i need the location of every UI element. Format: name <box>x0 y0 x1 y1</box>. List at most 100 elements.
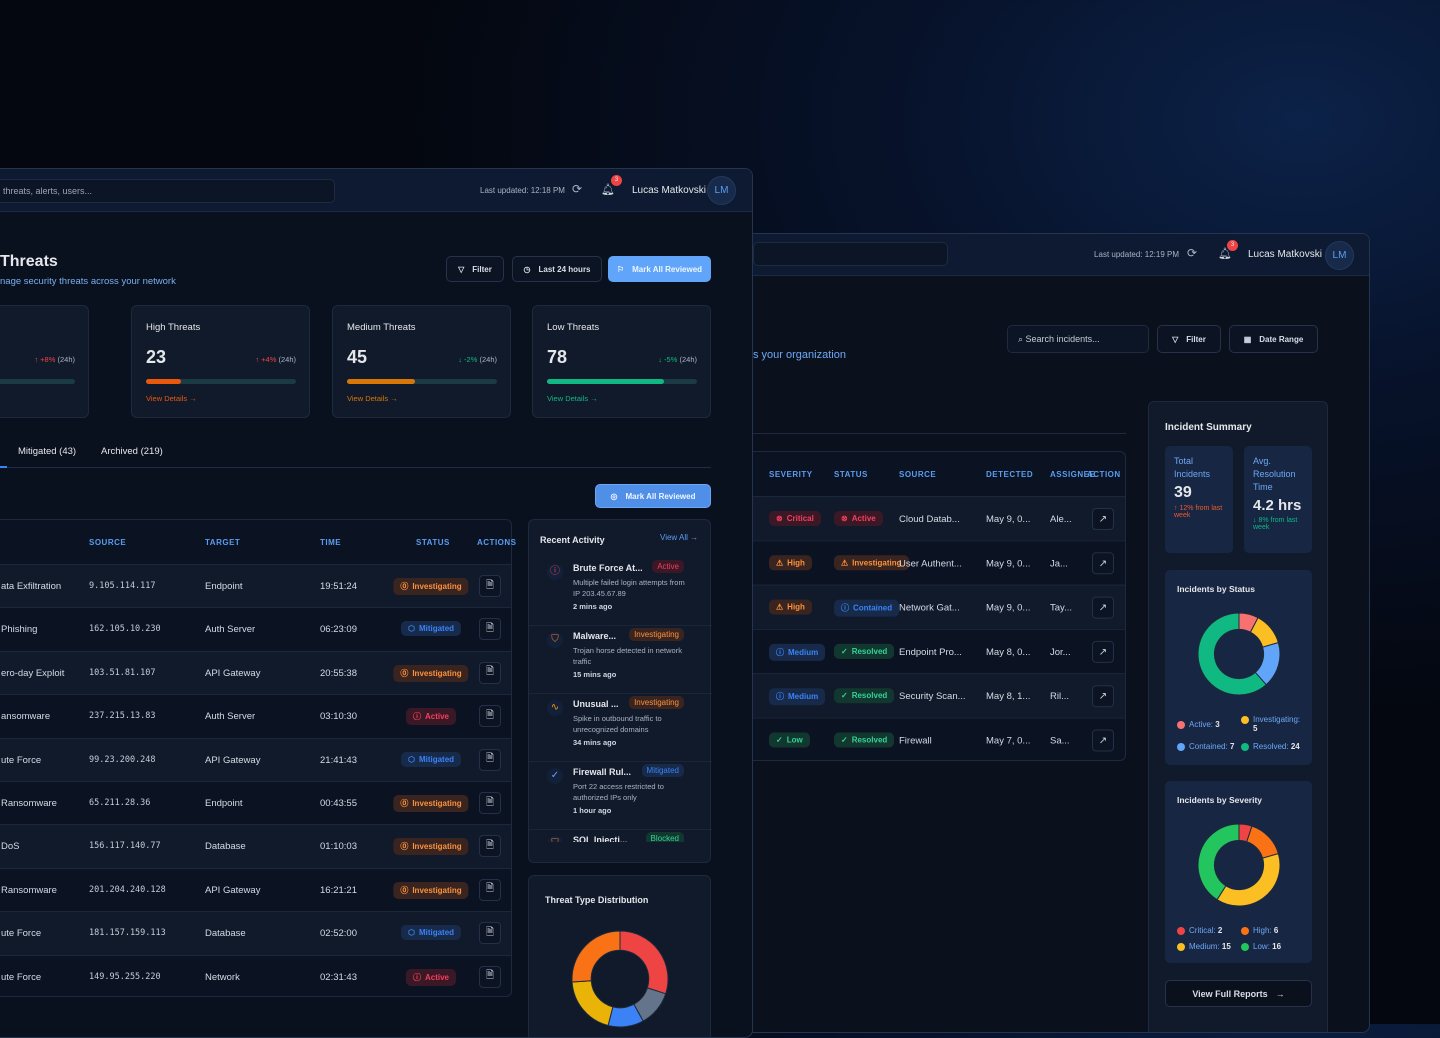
threat-stat-card[interactable]: ts ↑ +8% (24h) <box>0 305 89 418</box>
filter-button[interactable]: ▽ Filter <box>1157 325 1221 353</box>
view-report-button[interactable]: 🗎︎ <box>479 835 501 858</box>
card-progress-bar <box>146 379 296 384</box>
donut-segment-high[interactable] <box>1246 825 1280 859</box>
table-row[interactable]: ⓘ Medium ✓ Resolved Endpoint Pro... May 8,… <box>742 628 1125 673</box>
time: 20:55:38 <box>320 667 357 679</box>
col-action[interactable]: ACTION <box>1087 470 1121 479</box>
severity-badge: ⚠ High <box>769 555 812 571</box>
status-icon: ✓ <box>841 691 848 701</box>
view-full-reports-button[interactable]: View Full Reports → <box>1165 980 1312 1007</box>
user-name[interactable]: Lucas Matkovski <box>1248 249 1322 260</box>
open-incident-button[interactable]: ↗ <box>1092 729 1114 752</box>
table-row[interactable]: ⚠ High ⓘ Contained Network Gat... May 9, 0… <box>742 584 1125 629</box>
table-row[interactable]: ⓘ Medium ✓ Resolved Security Scan... May 8… <box>742 673 1125 718</box>
open-incident-button[interactable]: ↗ <box>1092 596 1114 619</box>
bell-icon[interactable]: 🔔︎ <box>1218 248 1232 260</box>
legend-active: Active: 3 <box>1177 720 1220 729</box>
table-row[interactable]: ata Exfiltration 9.105.114.117 Endpoint … <box>0 564 511 608</box>
table-row[interactable]: ero-day Exploit 103.51.81.107 API Gatewa… <box>0 650 511 695</box>
view-report-button[interactable]: 🗎︎ <box>479 922 501 945</box>
refresh-icon[interactable]: ⟳ <box>572 182 583 196</box>
view-details-link[interactable]: View Details → <box>347 394 398 403</box>
mark-all-reviewed-button-2[interactable]: ◎ Mark All Reviewed <box>595 484 711 508</box>
col-time[interactable]: TIME <box>320 538 342 547</box>
col-severity[interactable]: SEVERITY <box>769 470 813 479</box>
threats-table: SOURCE TARGET TIME STATUS ACTIONS ata Ex… <box>0 519 516 998</box>
view-details-link[interactable]: View Details → <box>547 394 598 403</box>
search-incidents-input[interactable]: ⌕ Search incidents... <box>1007 325 1149 353</box>
date-range-button[interactable]: ▦ Date Range <box>1229 325 1318 353</box>
avatar[interactable]: LM <box>707 176 736 205</box>
col-actions[interactable]: ACTIONS <box>477 538 517 547</box>
open-incident-button[interactable]: ↗ <box>1092 640 1114 663</box>
view-report-button[interactable]: 🗎︎ <box>479 792 501 814</box>
table-row[interactable]: ute Force 181.157.159.113 Database 02:52… <box>0 911 511 955</box>
threat-stat-card[interactable]: High Threats 23 ↑ +4% (24h) View Details… <box>131 305 310 418</box>
activity-item[interactable]: ✓ Firewall Rul... Mitigated Port 22 acce… <box>529 762 712 830</box>
col-detected[interactable]: DETECTED <box>986 470 1034 479</box>
card-delta: ↓ -5% (24h) <box>658 355 697 364</box>
activity-title: Brute Force At... <box>573 563 643 573</box>
donut-segment[interactable] <box>571 930 621 983</box>
time: 03:10:30 <box>320 711 357 723</box>
tab-archived[interactable]: Archived (219) <box>101 446 163 457</box>
filter-button[interactable]: ▽ Filter <box>446 256 504 282</box>
donut-segment-low[interactable] <box>1197 823 1240 901</box>
tab-mitigated[interactable]: Mitigated (43) <box>18 446 77 457</box>
open-incident-button[interactable]: ↗ <box>1092 685 1114 708</box>
table-row[interactable]: ⊗ Critical ⊗ Active Cloud Datab... May 9, … <box>742 496 1125 541</box>
recent-activity-panel: Recent Activity View All → ⓘ Brute Force… <box>528 519 712 863</box>
donut-segment-resolved[interactable] <box>1197 612 1267 696</box>
refresh-icon[interactable]: ⟳ <box>1187 246 1198 260</box>
view-report-button[interactable]: 🗎︎ <box>479 575 501 597</box>
time-range-button[interactable]: ◷ Last 24 hours <box>512 256 602 282</box>
view-report-button[interactable]: 🗎︎ <box>479 618 501 641</box>
table-row[interactable]: ansomware 237.215.13.83 Auth Server 03:1… <box>0 694 511 737</box>
document-icon: 🗎︎ <box>485 839 495 851</box>
col-assignee[interactable]: ASSIGNEE <box>1050 470 1096 479</box>
col-source[interactable]: SOURCE <box>899 470 937 479</box>
activity-item[interactable]: ⛉ SQL Injecti... Blocked <box>529 830 712 842</box>
table-row[interactable]: Phishing 162.105.10.230 Auth Server 06:2… <box>0 607 511 650</box>
target: API Gateway <box>205 884 261 896</box>
card-value: 45 <box>347 347 368 367</box>
table-row[interactable]: ⚠ High ⚠ Investigating User Authent... May… <box>742 540 1125 584</box>
col-status[interactable]: STATUS <box>416 538 450 547</box>
donut-segment[interactable] <box>571 980 614 1027</box>
activity-item[interactable]: ⓘ Brute Force At... Active Multiple fail… <box>529 558 712 626</box>
mark-all-reviewed-button[interactable]: ⚐ Mark All Reviewed <box>608 256 711 282</box>
donut-segment-medium[interactable] <box>1216 852 1281 907</box>
table-row[interactable]: Ransomware 65.211.28.36 Endpoint 00:43:5… <box>0 781 511 824</box>
col-source[interactable]: SOURCE <box>89 538 127 547</box>
col-target[interactable]: TARGET <box>205 538 241 547</box>
threat-type: Phishing <box>1 624 38 636</box>
open-incident-button[interactable]: ↗ <box>1092 552 1114 575</box>
search-input[interactable]: threats, alerts, users... <box>0 179 335 203</box>
view-report-button[interactable]: 🗎︎ <box>479 661 501 684</box>
view-all-link[interactable]: View All → <box>660 533 699 542</box>
donut-segment[interactable] <box>619 930 669 995</box>
search-input[interactable] <box>753 242 948 266</box>
threat-type: ute Force <box>1 971 42 983</box>
view-details-link[interactable]: View Details → <box>146 394 197 403</box>
document-icon: 🗎︎ <box>485 926 495 938</box>
threat-stat-card[interactable]: Low Threats 78 ↓ -5% (24h) View Details … <box>532 305 711 418</box>
open-incident-button[interactable]: ↗ <box>1092 508 1114 530</box>
target: Endpoint <box>205 798 243 809</box>
table-row[interactable]: ute Force 99.23.200.248 API Gateway 21:4… <box>0 737 511 781</box>
user-name[interactable]: Lucas Matkovski <box>632 185 706 196</box>
threat-stat-card[interactable]: Medium Threats 45 ↓ -2% (24h) View Detai… <box>332 305 511 418</box>
table-row[interactable]: ute Force 149.95.255.220 Network 02:31:4… <box>0 954 511 998</box>
view-report-button[interactable]: 🗎︎ <box>479 748 501 771</box>
activity-item[interactable]: ∿ Unusual ... Investigating Spike in out… <box>529 694 712 762</box>
table-row[interactable]: ✓ Low ✓ Resolved Firewall May 7, 0... Sa..… <box>742 717 1125 762</box>
view-report-button[interactable]: 🗎︎ <box>479 705 501 728</box>
view-report-button[interactable]: 🗎︎ <box>479 965 501 988</box>
view-report-button[interactable]: 🗎︎ <box>479 878 501 901</box>
table-row[interactable]: DoS 156.117.140.77 Database 01:10:03 ⓪ In… <box>0 824 511 868</box>
activity-item[interactable]: ⛉ Malware... Investigating Trojan horse … <box>529 626 712 694</box>
avatar[interactable]: LM <box>1325 241 1354 270</box>
table-row[interactable]: Ransomware 201.204.240.128 API Gateway 1… <box>0 867 511 911</box>
bell-icon[interactable]: 🔔︎ <box>601 184 615 196</box>
col-status[interactable]: STATUS <box>834 470 868 479</box>
